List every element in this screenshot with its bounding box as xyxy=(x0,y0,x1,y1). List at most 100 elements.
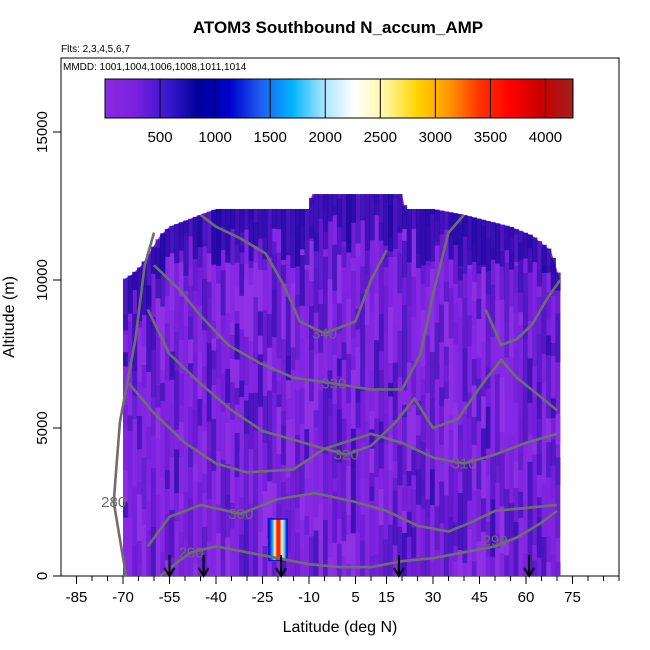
heat-cell xyxy=(276,552,282,576)
heat-cell xyxy=(471,301,477,326)
contour-label-320: 320 xyxy=(334,447,359,464)
heat-cell xyxy=(508,357,515,400)
heat-cell xyxy=(402,475,408,512)
x-tick-label--25: -25 xyxy=(252,589,274,606)
heat-cell xyxy=(550,481,556,498)
heat-cell xyxy=(448,429,454,467)
heat-cell xyxy=(332,303,338,321)
heat-cell xyxy=(513,265,519,294)
heat-cell xyxy=(281,424,287,465)
heat-cell xyxy=(332,491,338,543)
heat-cell-upper xyxy=(257,208,263,239)
heat-cell xyxy=(485,280,491,296)
heat-cell xyxy=(211,350,217,369)
heat-cell xyxy=(406,259,412,306)
heat-cell xyxy=(378,421,384,444)
heat-cell-upper xyxy=(285,208,291,256)
heat-cell xyxy=(369,448,375,474)
heat-cell-upper xyxy=(448,212,454,260)
heat-cell xyxy=(490,323,496,337)
heat-cell xyxy=(439,304,445,343)
heat-cell xyxy=(527,290,533,321)
y-axis-label: Altitude (m) xyxy=(1,276,18,358)
heat-cell xyxy=(178,440,184,457)
heat-cell xyxy=(141,346,147,365)
heat-cell xyxy=(248,267,254,285)
heat-cell xyxy=(467,392,473,419)
heat-cell-upper xyxy=(332,194,338,216)
heat-cell xyxy=(206,211,212,224)
dates-label: MMDD: 1001,1004,1006,1008,1011,1014 xyxy=(63,62,247,73)
heat-cell xyxy=(160,477,166,525)
heat-cell xyxy=(341,541,347,557)
heat-cell xyxy=(304,269,310,307)
heat-cell xyxy=(406,511,412,537)
heat-cell xyxy=(462,562,468,576)
heat-cell xyxy=(155,330,161,385)
heat-cell xyxy=(257,335,263,355)
heat-cell xyxy=(429,450,436,470)
heat-cell xyxy=(262,491,268,547)
heat-cell xyxy=(318,352,324,377)
heat-cell xyxy=(360,441,366,480)
heat-cell xyxy=(429,300,436,353)
heat-cell xyxy=(360,479,366,515)
heat-cell xyxy=(127,517,133,576)
heat-cell xyxy=(369,411,375,430)
heat-cell xyxy=(364,502,370,515)
x-tick-label-30: 30 xyxy=(425,589,442,606)
heat-cell xyxy=(527,320,533,359)
heat-cell xyxy=(425,418,431,450)
heat-cell xyxy=(336,358,343,377)
heat-cell xyxy=(522,390,529,412)
heat-cell xyxy=(318,376,324,392)
heat-cell xyxy=(267,390,273,442)
contour-line-340 xyxy=(199,213,388,335)
heat-cell xyxy=(402,354,408,391)
heat-cell xyxy=(429,352,436,398)
heat-cell xyxy=(350,292,356,339)
heat-cell xyxy=(160,252,166,307)
heat-cell xyxy=(420,284,426,310)
heat-cell xyxy=(123,352,129,367)
heat-cell xyxy=(383,285,389,333)
heat-cell xyxy=(160,383,166,401)
heat-cell xyxy=(146,485,152,502)
heat-cell xyxy=(406,411,412,472)
heat-cell xyxy=(522,411,529,444)
heat-cell xyxy=(374,293,380,341)
heat-cell xyxy=(141,509,147,525)
heat-cell xyxy=(309,496,315,537)
heat-cell-upper xyxy=(378,194,384,241)
heat-cell xyxy=(295,372,301,391)
contour-line-290 xyxy=(159,509,558,578)
heat-cell xyxy=(309,240,315,282)
heat-cell-upper xyxy=(146,254,152,308)
heat-cell xyxy=(360,293,366,344)
heat-cell xyxy=(155,384,161,408)
arrow-head xyxy=(523,567,535,578)
heat-cell xyxy=(243,433,250,470)
heat-cell xyxy=(188,375,194,392)
heat-cell xyxy=(360,218,366,267)
heat-cell xyxy=(522,443,529,457)
heat-cell xyxy=(313,517,319,531)
heat-cell xyxy=(295,359,301,373)
heat-cell xyxy=(350,356,356,370)
heat-cell xyxy=(309,463,315,497)
y-tick-label-15000: 15000 xyxy=(34,111,51,153)
heat-cell xyxy=(541,304,547,355)
heat-cell-upper xyxy=(420,208,426,266)
heat-cell xyxy=(383,444,389,496)
heat-cell xyxy=(160,400,166,424)
heat-cell xyxy=(411,302,417,318)
heat-cell xyxy=(527,519,533,576)
heat-cell xyxy=(364,306,370,325)
heat-cell xyxy=(225,422,231,465)
heat-cell xyxy=(262,414,268,444)
heat-cell xyxy=(327,494,333,544)
heat-cell xyxy=(262,443,268,492)
colorbar-tick-label-3500: 3500 xyxy=(474,129,507,146)
heat-cell xyxy=(271,561,277,576)
